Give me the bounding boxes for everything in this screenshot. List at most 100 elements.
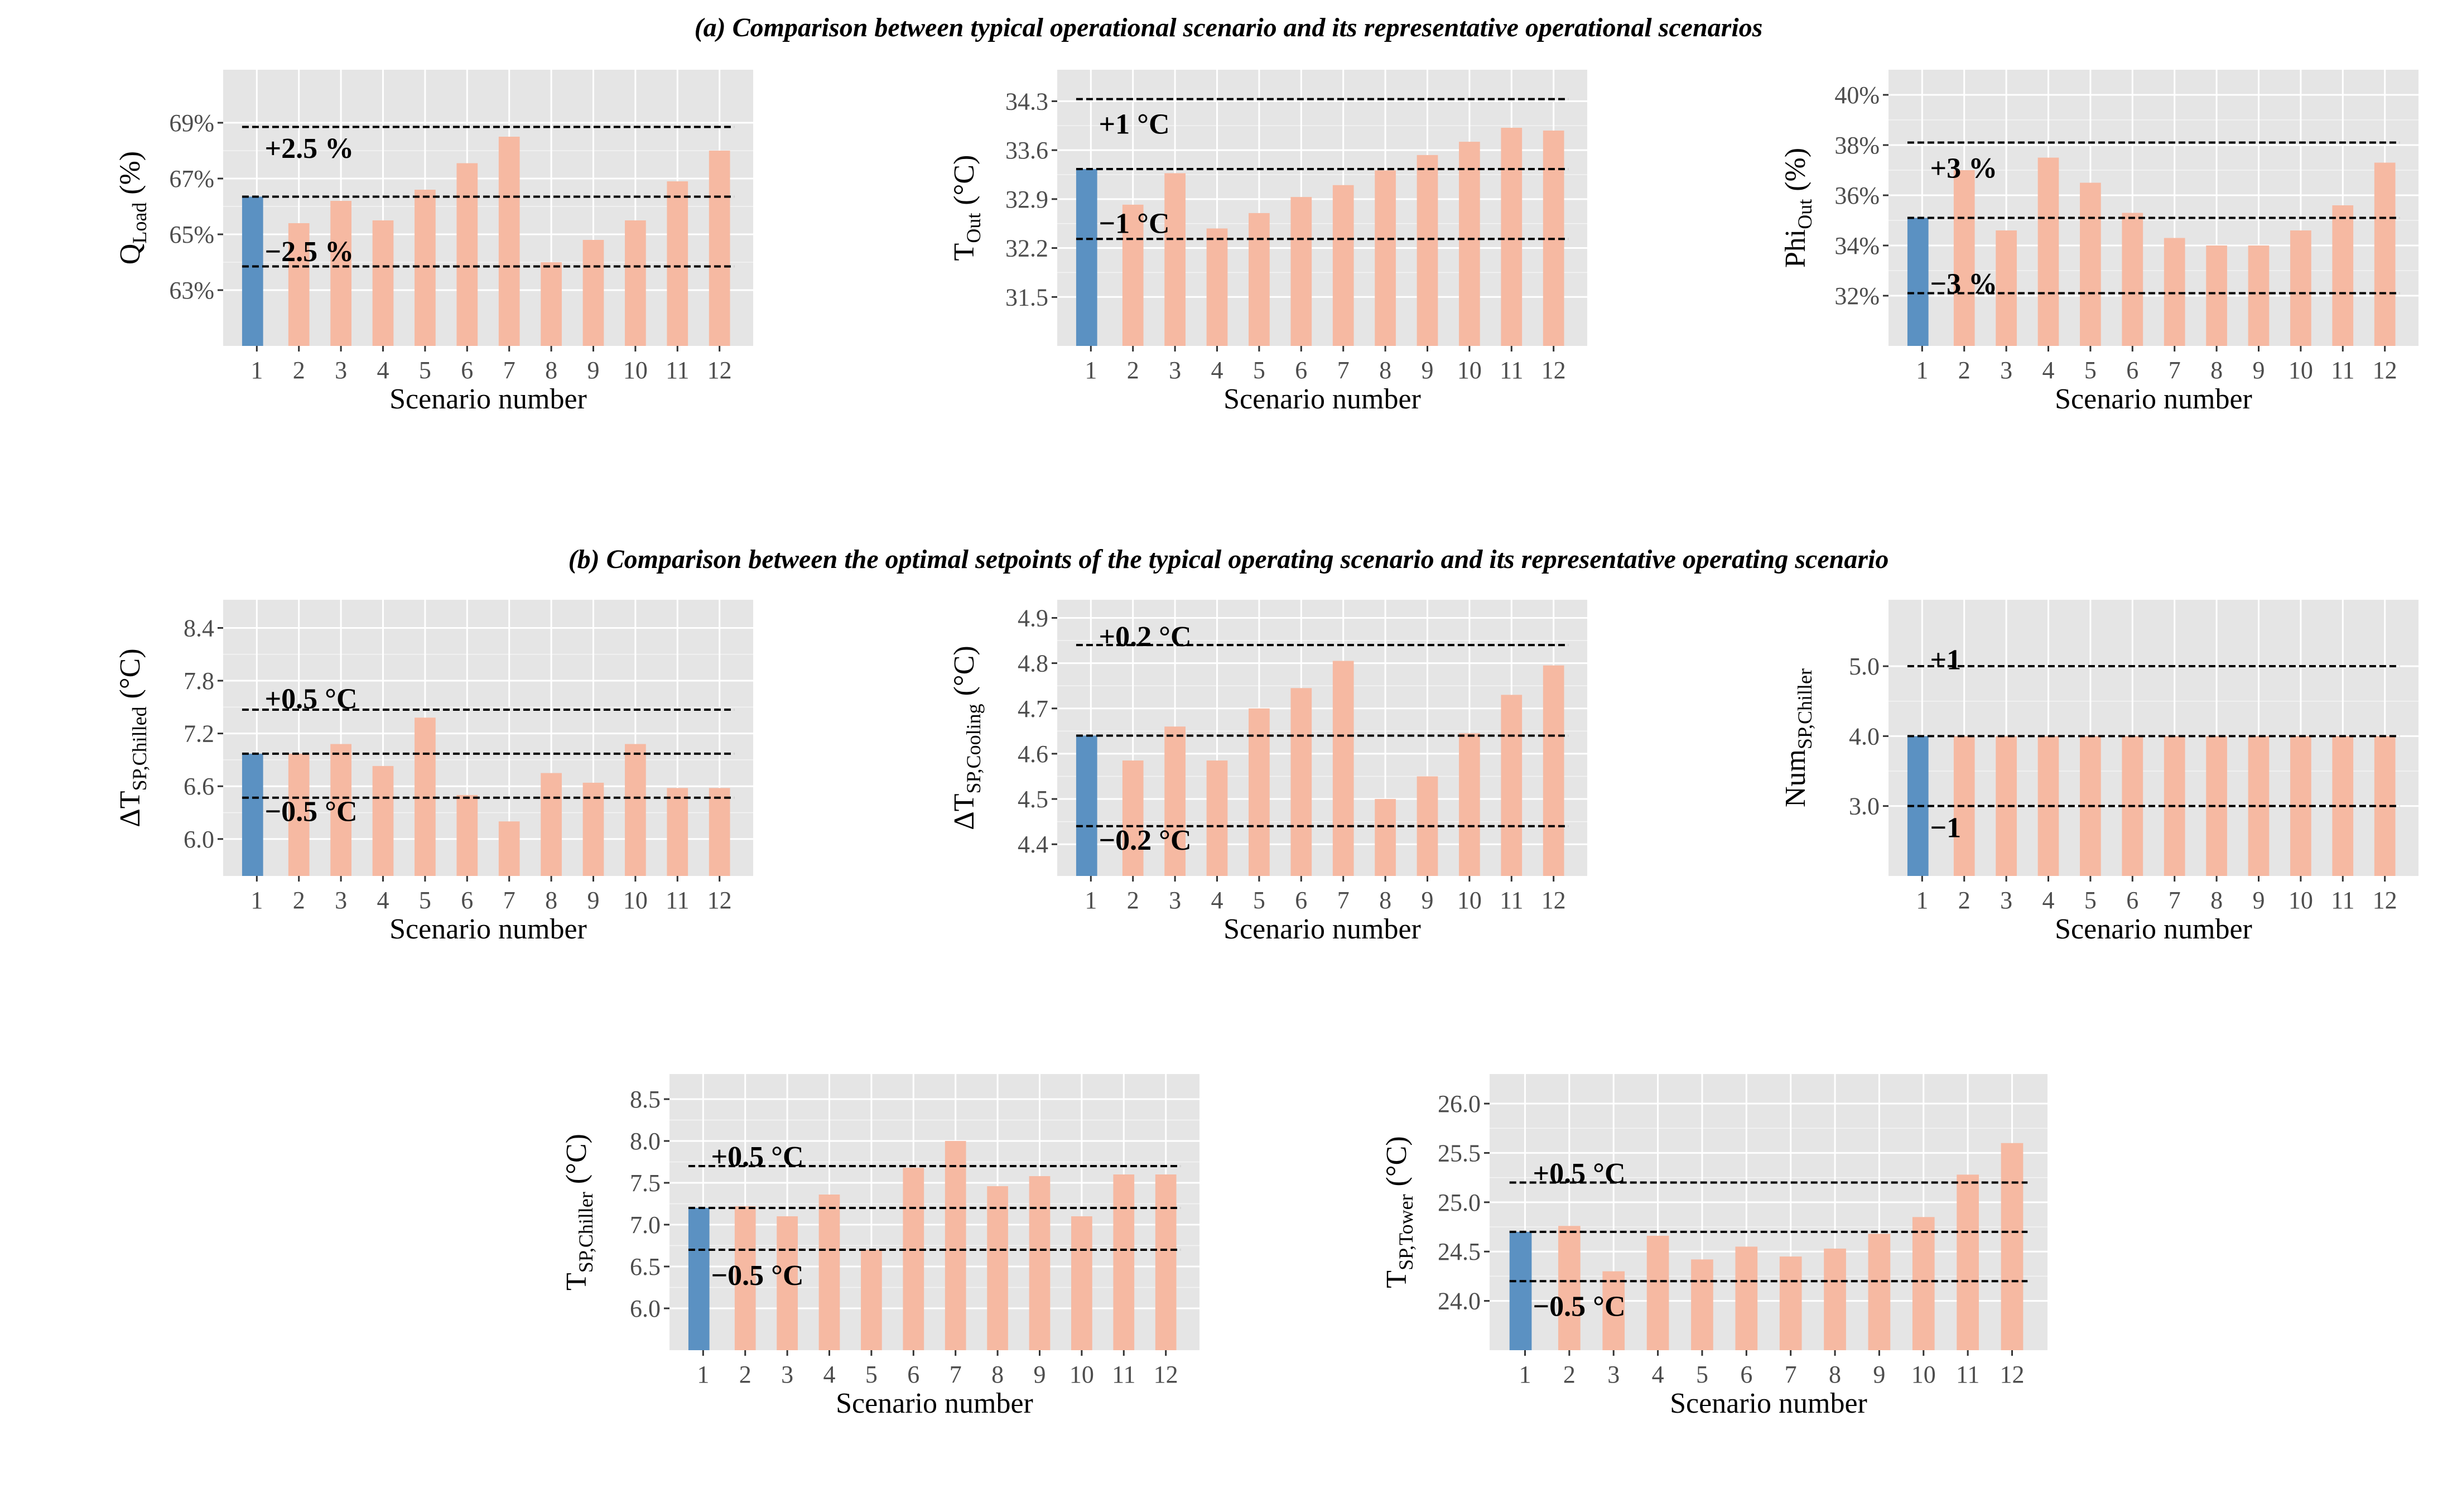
x-tick-label: 6 — [1295, 357, 1307, 384]
threshold-label: +0.5 °C — [1533, 1158, 1626, 1190]
y-axis-title-text: NumSP,Chiller — [1780, 668, 1816, 807]
y-tick-label: 4.6 — [1018, 740, 1048, 768]
bar-scenario-7 — [1332, 661, 1354, 876]
y-tick-label: 31.5 — [1005, 283, 1048, 311]
bar-scenario-3 — [777, 1216, 798, 1350]
bar-scenario-8 — [1375, 170, 1396, 346]
bar-scenario-5 — [415, 190, 436, 346]
threshold-label: +2.5 % — [265, 133, 354, 165]
plot-background — [1888, 600, 2419, 876]
x-tick-label: 11 — [1956, 1361, 1979, 1388]
chart-q-load: +2.5 %−2.5 %63%65%67%69%1 2 3 4 5 6 7 8 9 10 11 12S… — [114, 70, 753, 415]
bar-scenario-12 — [709, 151, 730, 346]
bar-scenario-5 — [1249, 213, 1270, 346]
x-tick-label: 4 — [1652, 1361, 1664, 1388]
y-axis-title: ΔTSP,Cooling (°C) — [948, 646, 985, 830]
y-tick-label: 34.3 — [1005, 88, 1048, 115]
x-axis-title: Scenario number — [2055, 913, 2252, 945]
bar-scenario-7 — [498, 137, 520, 346]
y-tick-label: 67% — [169, 165, 214, 192]
x-tick-label: 10 — [623, 357, 648, 384]
x-tick-label: 10 — [2289, 357, 2313, 384]
plot-background — [1057, 70, 1587, 346]
x-tick-label: 5 — [2084, 887, 2097, 914]
threshold-label: +0.2 °C — [1099, 621, 1192, 653]
plot-background — [1490, 1074, 2048, 1350]
y-tick-label: 26.0 — [1438, 1090, 1481, 1118]
x-tick-label: 1 — [1519, 1361, 1531, 1388]
x-tick-label: 7 — [503, 887, 516, 914]
y-axis-symbol: T — [948, 243, 980, 261]
y-tick-label: 3.0 — [1849, 793, 1880, 820]
threshold-label: +3 % — [1930, 153, 1998, 185]
y-axis-title: TSP,Chiller (°C) — [561, 1134, 597, 1291]
y-tick-label: 6.6 — [184, 773, 214, 800]
bar-scenario-3 — [330, 744, 351, 876]
threshold-label: −0.5 °C — [1533, 1291, 1626, 1322]
chart-phi-out: +3 %−3 %32%34%36%38%40%1 2 3 4 5 6 7 8 9 10 11 12Sc… — [1780, 70, 2419, 415]
bar-scenario-10 — [2290, 230, 2311, 346]
x-tick-label: 7 — [2169, 357, 2181, 384]
y-axis-subscript: SP,Chiller — [575, 1192, 597, 1273]
x-tick-label: 3 — [1607, 1361, 1620, 1388]
threshold-label: −2.5 % — [265, 236, 354, 268]
x-tick-label: 9 — [1033, 1361, 1046, 1388]
x-tick-label: 3 — [2000, 887, 2012, 914]
x-tick-label: 2 — [739, 1361, 751, 1388]
bar-scenario-11 — [1501, 695, 1523, 876]
plot-background — [223, 70, 753, 346]
bar-scenario-10 — [1912, 1217, 1935, 1350]
chart-t-sp-tower: +0.5 °C−0.5 °C24.024.525.025.526.01 2 3 4 5 6… — [1381, 1074, 2048, 1419]
x-tick-label: 5 — [2084, 357, 2097, 384]
y-tick-label: 25.0 — [1438, 1189, 1481, 1216]
x-tick-label: 11 — [2331, 887, 2354, 914]
bar-scenario-2 — [288, 753, 310, 876]
x-tick-label: 3 — [1169, 357, 1181, 384]
y-axis-subscript: SP,Chiller — [1794, 668, 1816, 749]
x-tick-label: 5 — [419, 887, 431, 914]
bar-scenario-10 — [1459, 733, 1480, 876]
y-tick-label: 38% — [1834, 132, 1880, 159]
y-axis-symbol: T — [1381, 1270, 1413, 1288]
y-tick-label: 4.0 — [1849, 723, 1880, 750]
bar-scenario-11 — [1113, 1174, 1135, 1350]
x-tick-label: 7 — [1337, 357, 1350, 384]
x-tick-label: 8 — [2210, 357, 2223, 384]
x-tick-label: 3 — [335, 887, 347, 914]
x-tick-label: 11 — [1500, 357, 1523, 384]
x-tick-label: 1 — [250, 887, 263, 914]
bar-scenario-4 — [2037, 157, 2059, 346]
y-tick-label: 63% — [169, 277, 214, 304]
bar-scenario-12 — [2001, 1143, 2024, 1350]
x-tick-label: 1 — [697, 1361, 709, 1388]
x-tick-label: 2 — [293, 887, 305, 914]
x-tick-label: 12 — [1541, 357, 1566, 384]
bar-typical-scenario — [1076, 735, 1097, 876]
bar-scenario-7 — [945, 1141, 966, 1350]
chart-dt-sp-chilled: +0.5 °C−0.5 °C6.06.67.27.88.41 2 3 4 5 6 7 8 9 10… — [114, 600, 753, 945]
bar-scenario-3 — [1164, 173, 1186, 346]
bar-scenario-11 — [667, 788, 688, 876]
x-tick-label: 11 — [2331, 357, 2354, 384]
x-tick-label: 1 — [1916, 887, 1928, 914]
y-axis-symbol: ΔT — [114, 791, 146, 827]
x-tick-label: 5 — [865, 1361, 878, 1388]
y-axis-title-text: PhiOut (%) — [1780, 148, 1816, 268]
y-axis-title: TOut (°C) — [948, 155, 985, 261]
bar-scenario-10 — [625, 220, 646, 346]
y-axis-subscript: Out — [1794, 199, 1816, 229]
x-tick-label: 6 — [907, 1361, 919, 1388]
y-tick-label: 7.8 — [184, 667, 214, 695]
bar-scenario-5 — [1691, 1259, 1713, 1350]
x-tick-label: 7 — [1337, 887, 1350, 914]
bar-scenario-11 — [667, 181, 688, 346]
x-tick-label: 4 — [2042, 887, 2055, 914]
x-axis-title: Scenario number — [389, 383, 587, 415]
y-tick-label: 32% — [1834, 282, 1880, 310]
x-tick-label: 9 — [1421, 887, 1433, 914]
x-tick-label: 9 — [1873, 1361, 1885, 1388]
x-axis-title: Scenario number — [389, 913, 587, 945]
y-axis-unit: (°C) — [1381, 1136, 1413, 1186]
y-axis-title-text: TSP,Chiller (°C) — [561, 1134, 597, 1291]
bar-scenario-4 — [1646, 1235, 1669, 1350]
